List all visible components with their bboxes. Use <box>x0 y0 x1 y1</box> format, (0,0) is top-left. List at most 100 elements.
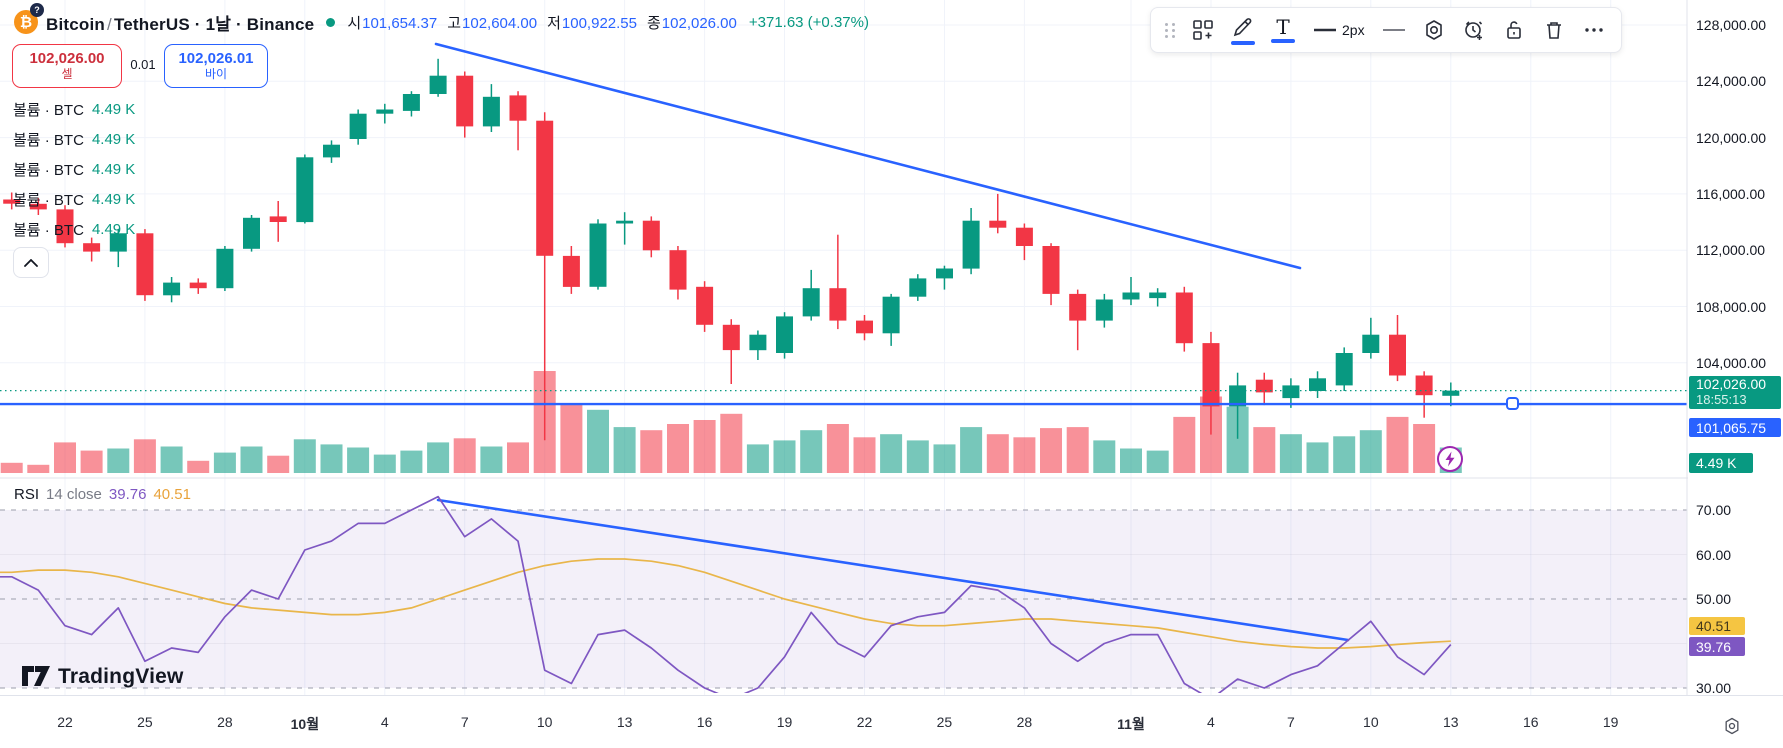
price-axis-label: 112,000.00 <box>1696 242 1766 259</box>
add-alert-button[interactable] <box>1457 11 1491 49</box>
rsi-axis-label: 70.00 <box>1696 502 1732 518</box>
indicator-name: 볼륨 · BTC <box>13 191 84 209</box>
text-tool-button[interactable]: T <box>1266 11 1300 49</box>
price-axis[interactable]: 128,000.00 124,000.00 120,000.00 116,000.00… <box>1688 0 1783 696</box>
time-axis-label: 11월 <box>1117 716 1145 732</box>
trash-icon <box>1546 22 1561 39</box>
collapse-legend-button[interactable] <box>13 247 49 278</box>
time-axis-label: 10 <box>536 714 553 730</box>
sell-button[interactable]: 102,026.00 셀 <box>12 44 122 88</box>
text-tool-icon: T <box>1276 15 1290 39</box>
chevron-up-icon <box>24 258 38 267</box>
time-axis-label: 10 <box>1363 714 1379 730</box>
indicator-value: 4.49 K <box>91 220 136 238</box>
line-width-icon <box>1314 28 1336 32</box>
price-axis-label: 116,000.00 <box>1696 185 1766 202</box>
price-axis-label: 124,000.00 <box>1696 73 1767 90</box>
time-axis-label: 28 <box>1016 714 1033 730</box>
time-axis-label: 13 <box>1443 714 1459 730</box>
symbol-title[interactable]: Bitcoin / TetherUS · 1날 · Binance <box>46 14 315 34</box>
object-template-button[interactable] <box>1186 11 1220 49</box>
rsi-axis-label: 60.00 <box>1696 546 1732 563</box>
time-axis-label: 7 <box>460 714 469 730</box>
question-badge-icon: ? <box>30 3 44 17</box>
line-style-button[interactable] <box>1377 11 1411 49</box>
price-axis-label: 128,000.00 <box>1696 17 1767 33</box>
spread-value: 0.01 <box>130 57 156 72</box>
settings-hexagon-icon <box>1425 20 1442 40</box>
alert-clock-icon <box>1464 21 1482 40</box>
lock-open-icon <box>1506 21 1521 39</box>
line-width-button[interactable]: 2px <box>1306 11 1371 49</box>
ellipsis-icon <box>1584 28 1603 32</box>
bar-countdown: 18:55:13 <box>1696 392 1747 408</box>
active-color-bar <box>1231 41 1255 45</box>
rsi-axis-label: 30.00 <box>1696 680 1732 696</box>
pencil-icon <box>1233 18 1252 37</box>
tradingview-logo[interactable]: TradingView <box>22 665 184 689</box>
buy-button[interactable]: 102,026.01 바이 <box>164 44 268 88</box>
rsi-value: 39.76 <box>108 486 147 503</box>
volume-legend-row: 볼륨 · BTC 4.49 K <box>13 99 135 119</box>
time-axis-label: 19 <box>776 714 793 730</box>
indicator-value: 4.49 K <box>91 190 136 208</box>
pencil-tool-button[interactable] <box>1226 11 1260 49</box>
drawing-toolbar: T 2px <box>1150 7 1622 53</box>
price-axis-label: 120,000.00 <box>1696 129 1767 146</box>
volume-value-badge: 4.49 K <box>1689 453 1753 473</box>
indicator-name: 볼륨 · BTC <box>13 161 84 179</box>
current-price-badge: 102,026.00 18:55:13 <box>1689 376 1781 409</box>
ohlc-values: 시101,654.37 고102,604.00 저100,922.55 종102… <box>347 13 869 32</box>
volume-legend-row: 볼륨 · BTC 4.49 K <box>13 189 135 209</box>
quick-trade-lightning-button[interactable] <box>1436 445 1464 478</box>
time-axis-label: 16 <box>696 714 713 730</box>
time-axis-label: 22 <box>856 714 873 730</box>
time-axis-label: 16 <box>1522 714 1539 730</box>
time-axis-settings-button[interactable] <box>1722 716 1742 741</box>
indicator-name: 볼륨 · BTC <box>13 101 84 119</box>
lightning-icon <box>1437 446 1463 472</box>
settings-button[interactable] <box>1417 11 1451 49</box>
drag-handle-icon[interactable] <box>1161 22 1180 38</box>
price-axis-label: 108,000.00 <box>1696 298 1767 315</box>
indicator-name: 볼륨 · BTC <box>13 131 84 149</box>
volume-legend-row: 볼륨 · BTC 4.49 K <box>13 129 135 149</box>
time-axis-label: 4 <box>1207 714 1215 730</box>
market-open-dot-icon <box>326 17 336 27</box>
symbol-header: ₿ ? Bitcoin / TetherUS · 1날 · Binance 시101… <box>14 3 869 36</box>
time-axis-label: 10월 <box>290 716 320 732</box>
rsi-axis-label: 50.00 <box>1696 591 1732 607</box>
volume-legend-row: 볼륨 · BTC 4.49 K <box>13 219 135 239</box>
more-options-button[interactable] <box>1577 11 1611 49</box>
indicator-name: 볼륨 · BTC <box>13 221 84 239</box>
lock-button[interactable] <box>1497 11 1531 49</box>
time-axis-label: 13 <box>616 714 633 730</box>
horizontal-line-handle[interactable] <box>1506 397 1519 410</box>
horizontal-line-price-badge: 101,065.75 <box>1689 418 1781 437</box>
volume-legend-row: 볼륨 · BTC 4.49 K <box>13 159 135 179</box>
time-axis[interactable]: 22 25 28 10월 4 7 10 13 16 19 22 25 28 11월 4 7 10 13 16 19 <box>0 695 1783 748</box>
time-axis-label: 19 <box>1602 714 1619 730</box>
time-axis-label: 7 <box>1286 714 1295 730</box>
active-color-bar <box>1271 39 1295 43</box>
time-axis-label: 28 <box>217 714 233 730</box>
price-axis-label: 104,000.00 <box>1696 354 1767 371</box>
rsi-legend: RSI 14 close 39.76 40.51 <box>14 486 191 503</box>
time-axis-label: 4 <box>380 714 389 730</box>
object-template-icon <box>1193 20 1213 40</box>
change-value: +371.63 (+0.37%) <box>748 13 869 31</box>
rsi-value-badge: 39.76 <box>1689 637 1745 656</box>
delete-button[interactable] <box>1537 11 1571 49</box>
rsi-ma-badge: 40.51 <box>1689 617 1745 635</box>
time-axis-label: 25 <box>137 714 153 730</box>
indicator-value: 4.49 K <box>91 160 136 178</box>
indicator-value: 4.49 K <box>91 130 136 148</box>
indicator-value: 4.49 K <box>91 100 136 118</box>
time-axis-label: 22 <box>57 714 73 730</box>
bitcoin-logo-icon: ₿ ? <box>14 3 44 34</box>
rsi-ma-value: 40.51 <box>153 486 191 503</box>
tradingview-mark-icon <box>22 666 50 686</box>
line-style-icon <box>1382 29 1405 31</box>
